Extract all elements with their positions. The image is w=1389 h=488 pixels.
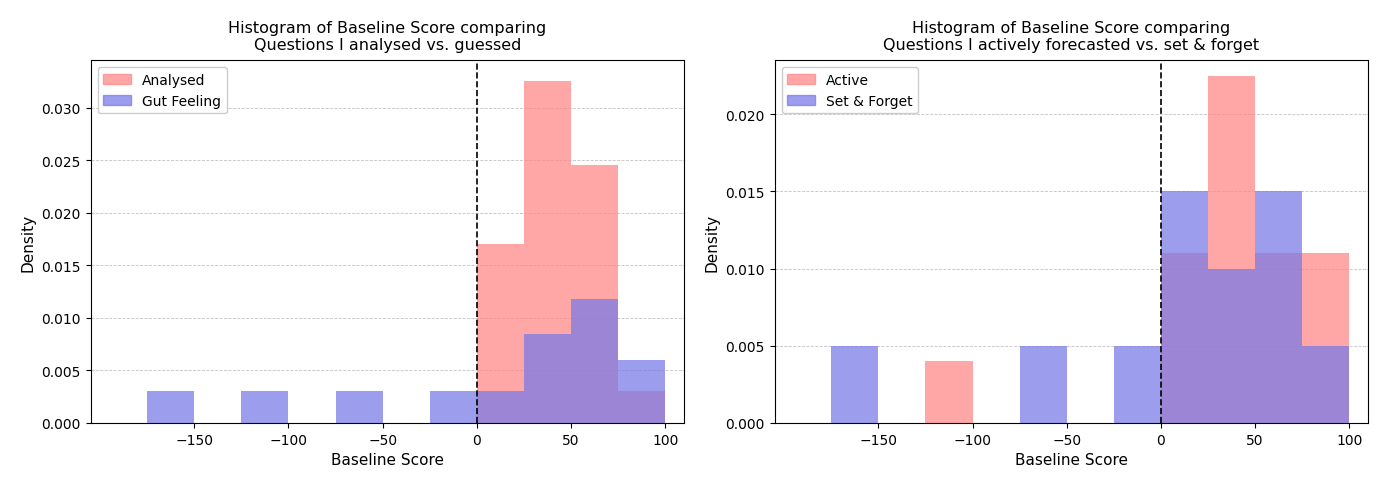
Bar [1208, 269, 1256, 423]
Bar [429, 391, 476, 423]
Bar [524, 82, 571, 423]
X-axis label: Baseline Score: Baseline Score [1015, 452, 1128, 467]
Title: Histogram of Baseline Score comparing
Questions I actively forecasted vs. set & : Histogram of Baseline Score comparing Qu… [883, 21, 1260, 53]
X-axis label: Baseline Score: Baseline Score [331, 452, 444, 467]
Legend: Active, Set & Forget: Active, Set & Forget [782, 68, 918, 114]
Bar [571, 299, 618, 423]
Bar [147, 391, 194, 423]
Bar [336, 391, 382, 423]
Bar [1161, 254, 1208, 423]
Bar [1256, 192, 1303, 423]
Bar [831, 346, 878, 423]
Y-axis label: Density: Density [704, 213, 720, 271]
Bar [476, 245, 524, 423]
Legend: Analysed, Gut Feeling: Analysed, Gut Feeling [97, 68, 226, 114]
Bar [1256, 254, 1303, 423]
Bar [1114, 346, 1161, 423]
Bar [476, 391, 524, 423]
Bar [1161, 192, 1208, 423]
Bar [1020, 346, 1067, 423]
Bar [925, 362, 972, 423]
Bar [618, 391, 665, 423]
Bar [571, 166, 618, 423]
Y-axis label: Density: Density [21, 213, 36, 271]
Bar [1303, 346, 1349, 423]
Bar [1303, 254, 1349, 423]
Bar [618, 360, 665, 423]
Title: Histogram of Baseline Score comparing
Questions I analysed vs. guessed: Histogram of Baseline Score comparing Qu… [228, 21, 546, 53]
Bar [1208, 77, 1256, 423]
Bar [242, 391, 289, 423]
Bar [524, 334, 571, 423]
